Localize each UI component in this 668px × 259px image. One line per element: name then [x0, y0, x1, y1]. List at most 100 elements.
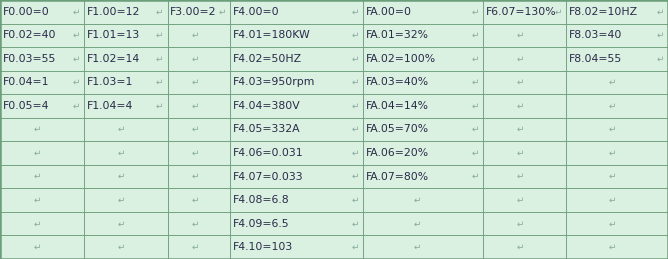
Text: ↵: ↵ [471, 78, 479, 87]
Bar [483, 212, 566, 235]
Text: ↵: ↵ [72, 7, 79, 16]
Bar [168, 94, 230, 118]
Text: FA.00=0: FA.00=0 [366, 7, 412, 17]
Text: ↵: ↵ [516, 243, 524, 252]
Bar [566, 71, 668, 94]
Bar [230, 0, 363, 24]
Text: F1.03=1: F1.03=1 [86, 77, 133, 87]
Bar [84, 118, 168, 141]
Text: ↵: ↵ [34, 196, 41, 205]
Text: ↵: ↵ [192, 31, 199, 40]
Text: F4.10=103: F4.10=103 [232, 242, 293, 252]
Text: F4.01=180KW: F4.01=180KW [232, 30, 311, 40]
Text: ↵: ↵ [192, 172, 199, 181]
Text: ↵: ↵ [192, 78, 199, 87]
Bar [566, 47, 668, 71]
Text: F0.05=4: F0.05=4 [3, 101, 49, 111]
Text: ↵: ↵ [352, 219, 359, 228]
Text: ↵: ↵ [352, 172, 359, 181]
Bar [168, 71, 230, 94]
Text: ↵: ↵ [516, 219, 524, 228]
Text: ↵: ↵ [218, 7, 226, 16]
Text: ↵: ↵ [555, 7, 562, 16]
Text: F4.02=50HZ: F4.02=50HZ [232, 54, 302, 64]
Text: FA.07=80%: FA.07=80% [366, 172, 430, 182]
Bar [230, 118, 363, 141]
Text: ↵: ↵ [118, 149, 125, 157]
Text: ↵: ↵ [413, 243, 421, 252]
Bar [0, 71, 84, 94]
Bar [566, 141, 668, 165]
Text: ↵: ↵ [192, 196, 199, 205]
Text: F6.07=130%: F6.07=130% [486, 7, 556, 17]
Bar [363, 188, 483, 212]
Text: ↵: ↵ [34, 172, 41, 181]
Bar [230, 165, 363, 188]
Text: ↵: ↵ [72, 54, 79, 63]
Bar [84, 71, 168, 94]
Bar [84, 47, 168, 71]
Bar [0, 47, 84, 71]
Text: ↵: ↵ [118, 219, 125, 228]
Bar [363, 212, 483, 235]
Bar [566, 94, 668, 118]
Text: ↵: ↵ [516, 196, 524, 205]
Text: FA.06=20%: FA.06=20% [366, 148, 430, 158]
Text: F4.05=332A: F4.05=332A [232, 125, 301, 134]
Text: ↵: ↵ [72, 78, 79, 87]
Text: ↵: ↵ [118, 172, 125, 181]
Text: FA.03=40%: FA.03=40% [366, 77, 430, 87]
Bar [363, 0, 483, 24]
Text: ↵: ↵ [192, 219, 199, 228]
Text: F1.04=4: F1.04=4 [86, 101, 133, 111]
Bar [483, 0, 566, 24]
Bar [84, 235, 168, 259]
Bar [483, 71, 566, 94]
Text: ↵: ↵ [516, 172, 524, 181]
Text: ↵: ↵ [118, 243, 125, 252]
Bar [0, 141, 84, 165]
Text: FA.02=100%: FA.02=100% [366, 54, 436, 64]
Bar [0, 235, 84, 259]
Text: F8.04=55: F8.04=55 [569, 54, 623, 64]
Text: ↵: ↵ [516, 78, 524, 87]
Text: ↵: ↵ [156, 102, 164, 110]
Bar [566, 24, 668, 47]
Bar [84, 188, 168, 212]
Bar [0, 118, 84, 141]
Text: ↵: ↵ [609, 102, 616, 110]
Text: ↵: ↵ [34, 219, 41, 228]
Bar [363, 47, 483, 71]
Text: ↵: ↵ [118, 196, 125, 205]
Text: ↵: ↵ [471, 7, 479, 16]
Bar [230, 235, 363, 259]
Text: ↵: ↵ [471, 149, 479, 157]
Bar [168, 165, 230, 188]
Text: F8.03=40: F8.03=40 [569, 30, 623, 40]
Text: ↵: ↵ [471, 31, 479, 40]
Text: ↵: ↵ [352, 7, 359, 16]
Bar [363, 71, 483, 94]
Text: ↵: ↵ [352, 125, 359, 134]
Text: ↵: ↵ [156, 78, 164, 87]
Text: ↵: ↵ [471, 54, 479, 63]
Text: ↵: ↵ [609, 172, 616, 181]
Text: ↵: ↵ [352, 78, 359, 87]
Bar [0, 24, 84, 47]
Bar [363, 94, 483, 118]
Bar [84, 94, 168, 118]
Text: F0.00=0: F0.00=0 [3, 7, 49, 17]
Bar [483, 165, 566, 188]
Text: ↵: ↵ [609, 219, 616, 228]
Bar [230, 212, 363, 235]
Text: F4.00=0: F4.00=0 [232, 7, 279, 17]
Text: ↵: ↵ [192, 54, 199, 63]
Text: ↵: ↵ [471, 172, 479, 181]
Text: F1.02=14: F1.02=14 [86, 54, 140, 64]
Text: ↵: ↵ [609, 149, 616, 157]
Bar [483, 118, 566, 141]
Text: F4.07=0.033: F4.07=0.033 [232, 172, 303, 182]
Text: ↵: ↵ [609, 125, 616, 134]
Bar [0, 188, 84, 212]
Bar [84, 165, 168, 188]
